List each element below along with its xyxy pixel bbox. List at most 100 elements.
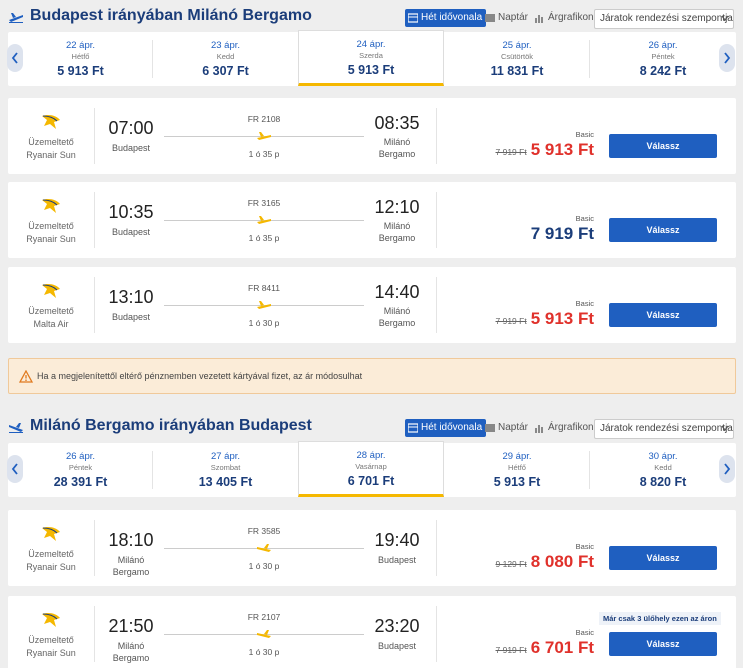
divider <box>589 451 590 489</box>
date-cell-weekday: Kedd <box>216 52 235 61</box>
operated-by-label: Üzemeltető <box>28 137 74 147</box>
chevron-left-icon <box>11 463 18 475</box>
tab-price-chart[interactable]: Árgrafikon <box>534 9 594 27</box>
date-cell[interactable]: 27 ápr. Szombat 13 405 Ft <box>153 443 298 497</box>
arrival-time: 08:35 <box>374 113 420 133</box>
inbound-date-strip: 26 ápr. Péntek 28 391 Ft 27 ápr. Szombat… <box>7 441 736 497</box>
date-cell-weekday: Vasárnap <box>355 462 387 471</box>
operated-by-label: Üzemeltető <box>28 306 74 316</box>
departure-time: 10:35 <box>108 202 154 222</box>
flight-number: FR 2107 <box>247 612 281 622</box>
tab-calendar-label: Naptár <box>498 12 529 23</box>
fare-type: Basic <box>575 214 594 223</box>
date-cell[interactable]: 26 ápr. Péntek 28 391 Ft <box>8 443 153 497</box>
date-cell-selected[interactable]: 24 ápr. Szerda 5 913 Ft <box>298 30 444 86</box>
select-flight-button[interactable]: Válassz <box>609 632 717 656</box>
price: 5 913 Ft <box>530 309 594 328</box>
calendar-icon <box>485 14 495 22</box>
prev-dates-button[interactable] <box>7 44 23 72</box>
flight-duration: 1 ó 35 p <box>248 233 280 243</box>
flight-number: FR 8411 <box>248 283 280 293</box>
arrival-city: Milánó Bergamo <box>378 306 416 328</box>
arrival-time: 19:40 <box>374 530 420 550</box>
date-cell-date: 22 ápr. <box>65 40 96 51</box>
tab-calendar[interactable]: Naptár <box>484 419 528 437</box>
currency-warning: Ha a megjelenítettől eltérő pénznemben v… <box>8 358 736 394</box>
tab-calendar-label: Naptár <box>498 422 529 433</box>
price-chart-icon <box>535 425 543 433</box>
date-cell-date: 26 ápr. <box>648 40 678 51</box>
next-dates-button[interactable] <box>719 44 735 72</box>
date-cell[interactable]: 25 ápr. Csütörtök 11 831 Ft <box>444 32 590 86</box>
divider <box>436 192 437 248</box>
warning-icon <box>19 370 33 383</box>
next-dates-button[interactable] <box>719 455 735 483</box>
outbound-title: Budapest irányában Milánó Bergamo <box>30 7 312 24</box>
arrival-city: Milánó Bergamo <box>378 137 416 159</box>
divider <box>436 606 437 662</box>
prev-dates-button[interactable] <box>7 455 23 483</box>
price-row: 7 919 Ft <box>531 224 594 244</box>
departure-city: Milánó Bergamo <box>112 555 150 577</box>
airline-name: Ryanair Sun <box>26 234 76 244</box>
date-cell[interactable]: 29 ápr. Hétfő 5 913 Ft <box>444 443 590 497</box>
date-cell[interactable]: 30 ápr. Kedd 8 820 Ft <box>590 443 736 497</box>
operator-info: Üzemeltető Ryanair Sun <box>8 634 94 660</box>
divider <box>152 40 153 78</box>
date-cell[interactable]: 23 ápr. Kedd 6 307 Ft <box>153 32 298 86</box>
sort-select[interactable]: Járatok rendezési szempontja: <box>594 419 734 439</box>
seats-left-badge: Már csak 3 ülőhely ezen az áron <box>599 612 721 625</box>
sort-select[interactable]: Járatok rendezési szempontja: <box>594 9 734 29</box>
date-cell-weekday: Csütörtök <box>500 52 534 61</box>
price: 5 913 Ft <box>530 140 594 159</box>
departure-time: 18:10 <box>108 530 154 550</box>
price: 6 701 Ft <box>530 638 594 657</box>
tab-price-chart-label: Árgrafikon <box>548 422 594 433</box>
arrival-city: Budapest <box>377 555 417 565</box>
divider <box>589 40 590 78</box>
flight-number: FR 3165 <box>247 198 281 208</box>
chevron-right-icon <box>724 463 731 475</box>
tab-price-chart[interactable]: Árgrafikon <box>534 419 594 437</box>
divider <box>94 277 95 333</box>
divider <box>94 606 95 662</box>
tab-week-timeline[interactable]: Hét idővonala <box>405 9 487 27</box>
flight-card: Üzemeltető Ryanair Sun 07:00 Budapest FR … <box>8 98 736 174</box>
select-flight-button[interactable]: Válassz <box>609 546 717 570</box>
date-cell-price: 8 242 Ft <box>639 64 687 78</box>
date-cell-date: 24 ápr. <box>356 39 386 50</box>
date-cell[interactable]: 22 ápr. Hétfő 5 913 Ft <box>8 32 153 86</box>
flight-duration: 1 ó 30 p <box>248 318 280 328</box>
date-cell-weekday: Hétfő <box>71 52 90 61</box>
departure-time: 07:00 <box>108 118 154 138</box>
arrival-time: 23:20 <box>374 616 420 636</box>
airline-name: Ryanair Sun <box>26 150 76 160</box>
operator-info: Üzemeltető Ryanair Sun <box>8 548 94 574</box>
departure-city: Budapest <box>111 143 151 153</box>
airline-name: Malta Air <box>33 319 69 329</box>
chevron-down-icon <box>721 15 729 21</box>
airline-name: Ryanair Sun <box>26 562 76 572</box>
price-row: 9 129 Ft 8 080 Ft <box>496 552 595 572</box>
select-flight-button[interactable]: Válassz <box>609 218 717 242</box>
tab-calendar[interactable]: Naptár <box>484 9 528 27</box>
tab-week-timeline[interactable]: Hét idővonala <box>405 419 487 437</box>
old-price: 7 919 Ft <box>495 147 527 157</box>
week-timeline-icon <box>408 423 418 433</box>
date-cell-price: 6 701 Ft <box>347 474 395 488</box>
date-cell[interactable]: 26 ápr. Péntek 8 242 Ft <box>590 32 736 86</box>
select-flight-button[interactable]: Válassz <box>609 134 717 158</box>
old-price: 7 919 Ft <box>495 316 527 326</box>
arrival-city: Budapest <box>377 641 417 651</box>
date-cell-date: 27 ápr. <box>210 451 241 462</box>
price-chart-icon <box>535 15 543 23</box>
flight-duration: 1 ó 35 p <box>248 149 280 159</box>
date-cell-selected[interactable]: 28 ápr. Vasárnap 6 701 Ft <box>298 441 444 497</box>
tab-price-chart-label: Árgrafikon <box>548 12 594 23</box>
select-flight-button[interactable]: Válassz <box>609 303 717 327</box>
departure-city: Budapest <box>111 312 151 322</box>
chevron-right-icon <box>724 52 731 64</box>
operator-info: Üzemeltető Malta Air <box>8 305 94 331</box>
price-row: 7 919 Ft 5 913 Ft <box>496 140 595 160</box>
arrival-time: 12:10 <box>374 197 420 217</box>
